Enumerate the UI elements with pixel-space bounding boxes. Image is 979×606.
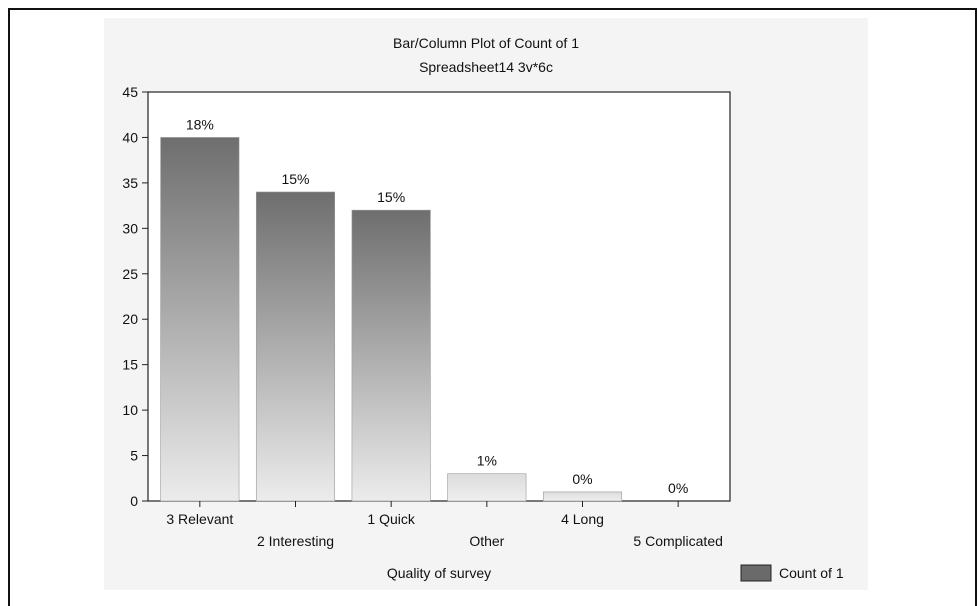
y-tick-label: 25 <box>122 266 138 282</box>
data-label: 0% <box>572 471 592 487</box>
bars-group: 18% 15% 15% 1% 0% 0% <box>160 116 688 502</box>
chart-frame <box>8 8 977 606</box>
chart-subtitle: Spreadsheet14 3v*6c <box>419 59 553 75</box>
y-tick-label: 0 <box>130 493 138 509</box>
y-tick-label: 40 <box>122 129 138 145</box>
x-tick-label: 5 Complicated <box>633 533 723 549</box>
bar <box>255 191 336 502</box>
bar <box>542 491 623 502</box>
x-axis-label: Quality of survey <box>387 565 491 581</box>
y-tick-label: 30 <box>122 220 138 236</box>
x-tick-label: 2 Interesting <box>257 533 334 549</box>
y-tick-label: 10 <box>122 402 138 418</box>
data-label: 0% <box>668 480 688 496</box>
x-axis: 3 Relevant 2 Interesting 1 Quick Other 4 Lon… <box>166 501 723 549</box>
y-tick-label: 35 <box>122 175 138 191</box>
x-tick-label: 3 Relevant <box>166 511 233 527</box>
y-tick-label: 45 <box>122 84 138 100</box>
bar <box>447 473 527 502</box>
y-tick-label: 20 <box>122 311 138 327</box>
legend-label: Count of 1 <box>779 565 844 581</box>
x-tick-label: 4 Long <box>561 511 604 527</box>
plot-area <box>147 91 731 502</box>
legend-swatch <box>740 564 772 582</box>
x-tick-label: Other <box>469 533 504 549</box>
bar <box>351 209 431 502</box>
bar <box>160 137 240 502</box>
chart-title: Bar/Column Plot of Count of 1 <box>393 35 579 51</box>
data-label: 15% <box>281 171 309 187</box>
y-axis: 0 5 10 15 20 25 30 35 40 45 <box>122 84 148 509</box>
data-label: 15% <box>377 189 405 205</box>
x-tick-label: 1 Quick <box>367 511 415 527</box>
data-label: 18% <box>186 116 214 132</box>
y-tick-label: 15 <box>122 357 138 373</box>
data-label: 1% <box>477 453 497 469</box>
y-tick-label: 5 <box>130 448 138 464</box>
